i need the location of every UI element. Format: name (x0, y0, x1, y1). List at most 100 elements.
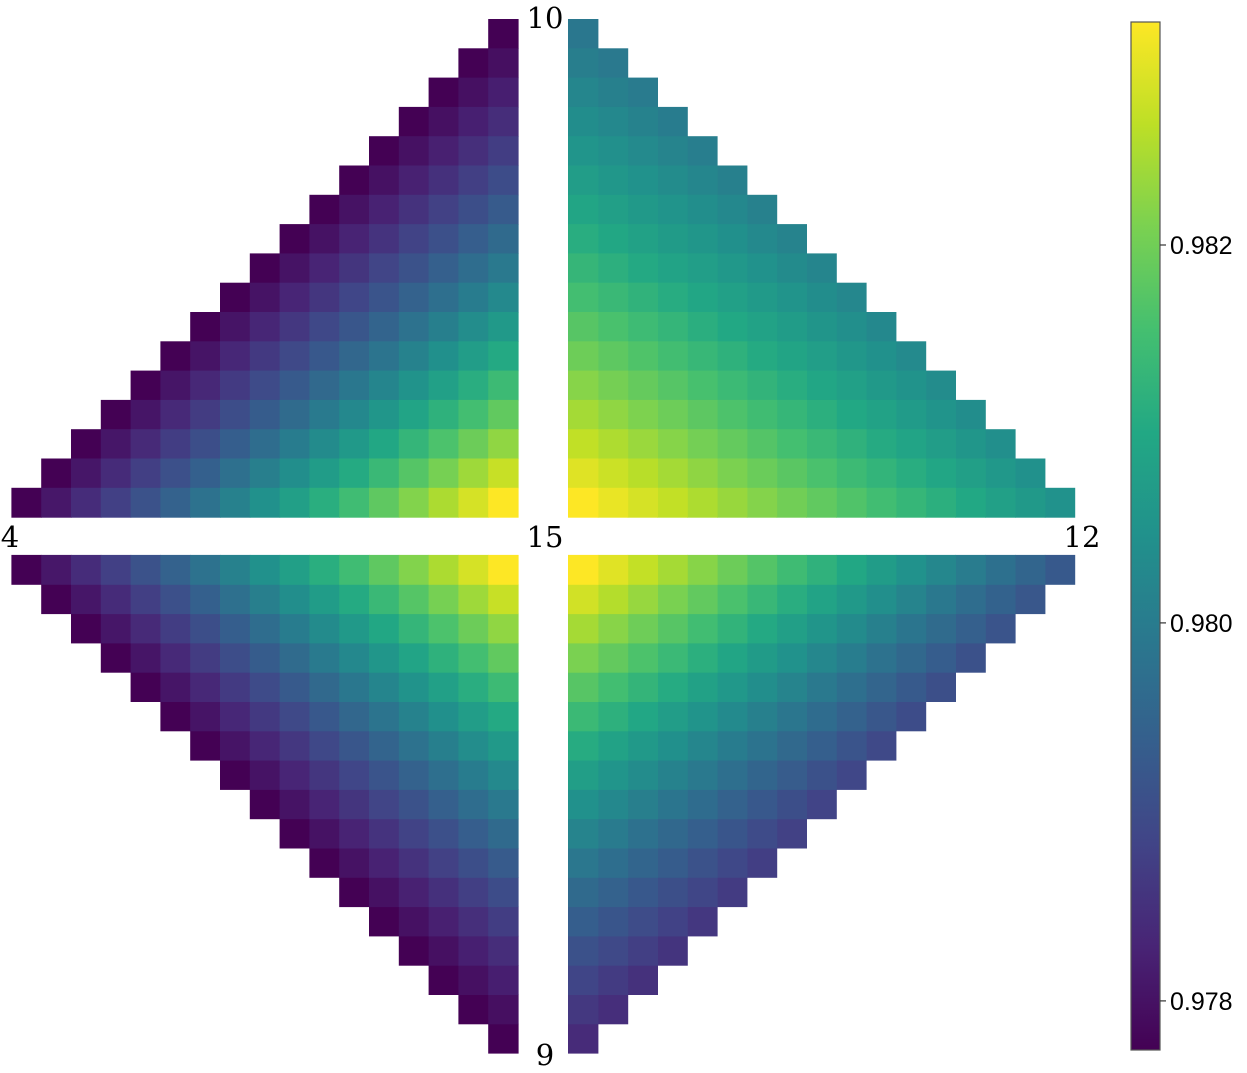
heatmap-cell-upper-left-r12-c2 (190, 341, 221, 372)
heatmap-cell-upper-right-r14-c7 (776, 399, 807, 430)
heatmap-cell-upper-left-r16-c2 (71, 458, 102, 489)
heatmap-cell-lower-left-r11-c4 (279, 730, 310, 761)
heatmap-cell-upper-left-r7-c1 (309, 194, 340, 225)
heatmap-cell-upper-left-r17-c7 (190, 487, 221, 518)
heatmap-cell-lower-left-r5-c5 (488, 906, 519, 937)
heatmap-cell-upper-left-r14-c8 (309, 399, 340, 430)
heatmap-cell-lower-right-r5-c4 (597, 906, 629, 937)
heatmap-cell-upper-right-r17-c4 (955, 487, 986, 518)
heatmap-cell-lower-right-r14-c6 (806, 642, 837, 673)
heatmap-cell-lower-left-r15-c6 (220, 613, 251, 644)
heatmap-cell-lower-left-r16-c16 (488, 584, 519, 615)
heatmap-cell-lower-left-r7-c3 (369, 847, 400, 878)
heatmap-cell-upper-right-r17-c2 (1015, 487, 1046, 518)
heatmap-cell-lower-left-r16-c7 (220, 584, 251, 615)
heatmap-cell-upper-right-r10-c2 (806, 282, 837, 313)
heatmap-cell-lower-left-r6-c3 (398, 877, 430, 908)
heatmap-cell-lower-left-r3-c2 (458, 965, 489, 995)
heatmap-cell-lower-left-r15-c4 (160, 613, 191, 644)
heatmap-cell-upper-right-r14-c3 (895, 399, 927, 430)
heatmap-cell-lower-left-r13-c1 (130, 672, 161, 702)
heatmap-cell-lower-left-r17-c6 (160, 554, 191, 585)
heatmap-cell-lower-right-r9-c4 (717, 789, 748, 820)
heatmap-cell-upper-left-r16-c11 (339, 458, 370, 489)
heatmap-cell-lower-right-r12-c9 (657, 701, 688, 732)
heatmap-cell-upper-left-r17-c8 (220, 487, 251, 518)
heatmap-cell-lower-left-r17-c10 (279, 554, 310, 585)
heatmap-cell-upper-right-r8-c7 (597, 224, 629, 254)
heatmap-cell-lower-left-r17-c16 (458, 554, 489, 585)
heatmap-cell-lower-left-r12-c12 (488, 701, 519, 732)
heatmap-cell-lower-left-r14-c8 (309, 642, 340, 673)
heatmap-cell-lower-right-r15-c4 (895, 613, 927, 644)
heatmap-cell-lower-left-r15-c11 (369, 613, 400, 644)
heatmap-cell-lower-right-r15-c14 (597, 613, 629, 644)
heatmap-cell-lower-left-r17-c7 (190, 554, 221, 585)
heatmap-cell-lower-right-r5-c5 (568, 906, 599, 937)
heatmap-cell-upper-left-r13-c5 (249, 370, 281, 401)
heatmap-cell-lower-right-r6-c6 (568, 877, 599, 908)
heatmap-cell-upper-right-r4-c2 (627, 106, 658, 137)
heatmap-cell-upper-left-r11-c5 (309, 312, 340, 342)
heatmap-cell-upper-right-r12-c11 (597, 341, 629, 372)
heatmap-cell-upper-left-r16-c6 (190, 458, 221, 489)
heatmap-cell-lower-right-r3-c2 (597, 965, 629, 995)
heatmap-cell-upper-right-r14-c4 (866, 399, 897, 430)
heatmap-cell-upper-right-r14-c10 (687, 399, 718, 430)
heatmap-cell-lower-left-r17-c8 (220, 554, 251, 585)
heatmap-cell-lower-left-r13-c5 (249, 672, 281, 702)
heatmap-cell-upper-left-r15-c6 (220, 429, 251, 460)
heatmap-cell-lower-left-r7-c2 (339, 847, 370, 878)
heatmap-cell-lower-right-r15-c13 (627, 613, 658, 644)
heatmap-cell-lower-left-r7-c7 (488, 847, 519, 878)
heatmap-cell-lower-left-r10-c1 (220, 760, 251, 790)
heatmap-cell-upper-right-r9-c6 (657, 253, 688, 284)
heatmap-cell-lower-right-r8-c2 (746, 818, 778, 849)
heatmap-cell-lower-right-r5-c3 (627, 906, 658, 937)
heatmap-cell-lower-right-r17-c11 (746, 554, 778, 585)
heatmap-cell-lower-right-r4-c2 (627, 935, 658, 966)
heatmap-cell-upper-right-r12-c6 (746, 341, 778, 372)
heatmap-cell-lower-right-r14-c4 (866, 642, 897, 673)
heatmap-cell-upper-left-r13-c7 (309, 370, 340, 401)
heatmap-cell-upper-right-r12-c5 (776, 341, 807, 372)
heatmap-cell-upper-right-r16-c8 (806, 458, 837, 489)
heatmap-cell-lower-right-r13-c3 (866, 672, 897, 702)
heatmap-cell-upper-left-r9-c6 (398, 253, 430, 284)
heatmap-cell-lower-left-r7-c1 (309, 847, 340, 878)
heatmap-cell-lower-left-r15-c1 (71, 613, 102, 644)
heatmap-cell-upper-right-r13-c5 (806, 370, 837, 401)
heatmap-cell-lower-left-r11-c7 (369, 730, 400, 761)
heatmap-cell-upper-left-r5-c4 (458, 136, 489, 167)
heatmap-cell-lower-left-r14-c11 (398, 642, 430, 673)
heatmap-cell-upper-left-r9-c1 (249, 253, 281, 284)
heatmap-cell-lower-left-r9-c7 (428, 789, 459, 820)
heatmap-cell-upper-right-r13-c3 (866, 370, 897, 401)
heatmap-cell-upper-left-r5-c3 (428, 136, 459, 167)
heatmap-cell-lower-right-r15-c3 (925, 613, 956, 644)
heatmap-cell-upper-left-r9-c4 (339, 253, 370, 284)
heatmap-cell-upper-left-r16-c10 (309, 458, 340, 489)
heatmap-cell-lower-left-r12-c1 (160, 701, 191, 732)
heatmap-cell-lower-left-r14-c2 (130, 642, 161, 673)
heatmap-cell-lower-right-r17-c12 (717, 554, 748, 585)
heatmap-cell-lower-left-r16-c15 (458, 584, 489, 615)
heatmap-cell-lower-right-r16-c14 (627, 584, 658, 615)
heatmap-cell-upper-right-r16-c4 (925, 458, 956, 489)
heatmap-cell-upper-right-r3-c2 (597, 77, 629, 108)
heatmap-cell-upper-right-r12-c1 (895, 341, 927, 372)
heatmap-cell-lower-left-r12-c6 (309, 701, 340, 732)
heatmap-cell-upper-left-r12-c5 (279, 341, 310, 372)
heatmap-cell-lower-left-r10-c8 (428, 760, 459, 790)
heatmap-cell-lower-left-r6-c1 (339, 877, 370, 908)
heatmap-cell-lower-right-r10-c2 (806, 760, 837, 790)
heatmap-cell-upper-left-r12-c11 (458, 341, 489, 372)
colorbar-ticks: 0.978 0.980 0.982 (1160, 232, 1233, 1016)
heatmap-cell-upper-right-r16-c6 (866, 458, 897, 489)
heatmap-cell-upper-right-r12-c8 (687, 341, 718, 372)
heatmap-cell-lower-right-r16-c8 (806, 584, 837, 615)
heatmap-cell-upper-left-r15-c8 (279, 429, 310, 460)
heatmap-cell-upper-left-r16-c5 (160, 458, 191, 489)
heatmap-cell-upper-left-r10-c6 (369, 282, 400, 313)
colorbar-gradient (1130, 21, 1161, 1051)
